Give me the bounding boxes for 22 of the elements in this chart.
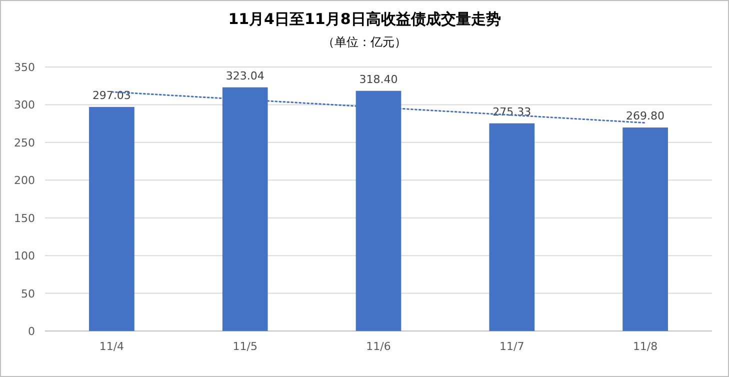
x-tick-label: 11/8	[632, 340, 658, 353]
bar	[622, 127, 668, 331]
data-label: 297.03	[92, 88, 131, 102]
data-label: 318.40	[359, 72, 398, 86]
data-label: 269.80	[626, 109, 665, 122]
y-tick-label: 250	[14, 136, 35, 150]
bar	[89, 106, 134, 331]
bar	[489, 123, 535, 331]
y-tick-label: 100	[14, 250, 35, 263]
x-tick-label: 11/6	[366, 340, 391, 353]
y-tick-label: 200	[14, 174, 35, 188]
chart-title: 11月4日至11月8日高收益债成交量走势	[228, 10, 501, 28]
y-tick-label: 50	[21, 287, 35, 300]
data-label: 323.04	[226, 69, 264, 82]
y-tick-label: 0	[28, 325, 35, 338]
chart-subtitle: （单位：亿元）	[322, 35, 406, 49]
y-tick-label: 150	[14, 212, 35, 225]
y-tick-label: 350	[14, 61, 35, 74]
x-tick-label: 11/7	[500, 340, 524, 353]
x-tick-label: 11/4	[99, 340, 124, 353]
x-tick-label: 11/5	[232, 340, 258, 353]
y-tick-label: 300	[14, 98, 35, 112]
